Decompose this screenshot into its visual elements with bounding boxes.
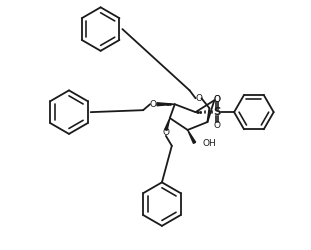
Polygon shape [165,118,170,130]
Text: O: O [150,100,156,109]
Text: OH: OH [202,139,216,148]
Text: O: O [214,95,221,104]
Text: O: O [195,94,202,103]
Text: O: O [214,95,221,104]
Text: S: S [214,107,221,117]
Polygon shape [188,130,196,143]
Polygon shape [157,103,175,106]
Text: O: O [162,128,169,138]
Text: O: O [214,120,221,130]
